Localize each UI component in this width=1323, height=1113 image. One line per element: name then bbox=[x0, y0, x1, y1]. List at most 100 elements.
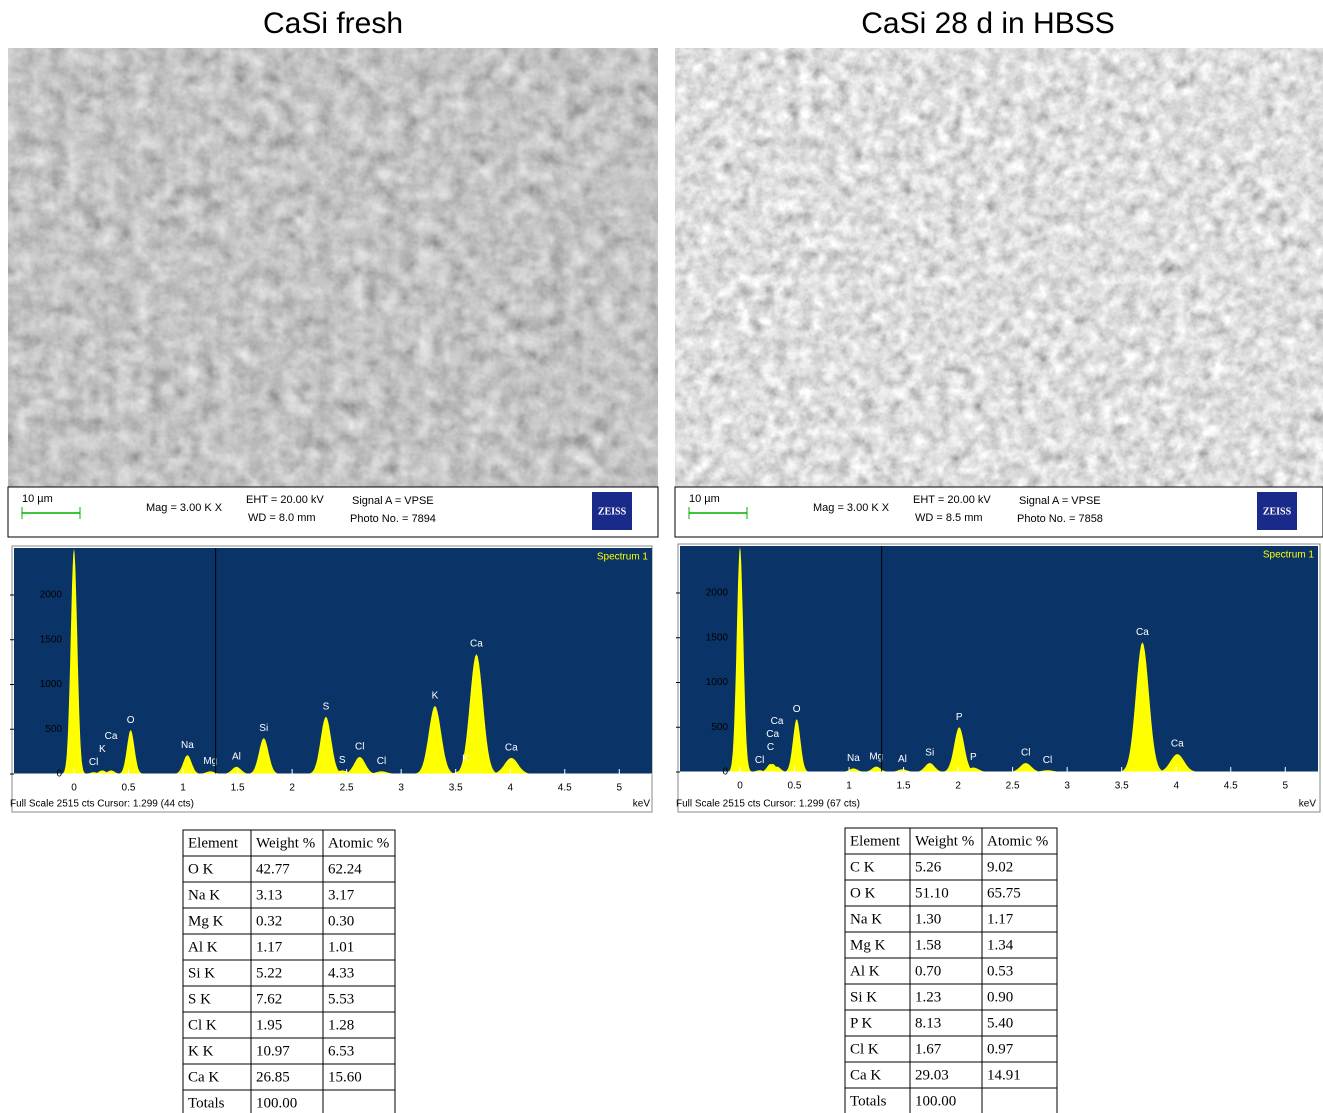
table-text: 14.91 bbox=[987, 1067, 1021, 1083]
table-text: 1.30 bbox=[915, 911, 941, 927]
table-text: 62.24 bbox=[328, 861, 362, 877]
peak-label: K bbox=[99, 744, 106, 755]
peak-label: Ca bbox=[105, 731, 118, 742]
table-text: Ca K bbox=[850, 1067, 881, 1083]
table-text: Al K bbox=[850, 963, 880, 979]
table-text: Na K bbox=[188, 887, 220, 903]
table-text: 1.58 bbox=[915, 937, 941, 953]
peak-label: Ca bbox=[766, 729, 779, 740]
x-tick-label: 3.5 bbox=[1115, 781, 1129, 792]
peak-label: S bbox=[323, 701, 330, 712]
table-text: S K bbox=[188, 991, 211, 1007]
x-tick-label: 4.5 bbox=[558, 783, 572, 794]
peak-label: Ca bbox=[470, 639, 483, 650]
peak-label: O bbox=[127, 715, 135, 726]
sem-image bbox=[8, 48, 658, 487]
table-text: Si K bbox=[850, 989, 877, 1005]
table-text: Weight % bbox=[256, 835, 315, 851]
table-text: Element bbox=[850, 833, 901, 849]
table-text: 8.13 bbox=[915, 1015, 941, 1031]
peak-label: Ca bbox=[771, 716, 784, 727]
table-text: 7.62 bbox=[256, 991, 282, 1007]
sem-signal: Signal A = VPSE bbox=[352, 495, 434, 507]
y-tick-label: 1000 bbox=[40, 679, 63, 690]
y-tick-label: 0 bbox=[56, 769, 62, 780]
table-text: 65.75 bbox=[987, 885, 1021, 901]
sem-image bbox=[675, 48, 1323, 487]
spectrum-title: Spectrum 1 bbox=[1263, 550, 1315, 561]
table-text: 0.70 bbox=[915, 963, 941, 979]
scale-label: 10 µm bbox=[689, 493, 720, 505]
x-tick-label: 5 bbox=[1283, 781, 1289, 792]
table-cell bbox=[982, 1088, 1057, 1113]
table-text: 4.33 bbox=[328, 965, 354, 981]
table-text: 15.60 bbox=[328, 1069, 362, 1085]
table-text: 1.01 bbox=[328, 939, 354, 955]
peak-label: Na bbox=[181, 740, 194, 751]
y-tick-label: 1500 bbox=[706, 632, 729, 643]
table-text: Na K bbox=[850, 911, 882, 927]
x-tick-label: 0 bbox=[737, 781, 743, 792]
x-tick-label: 4 bbox=[507, 783, 513, 794]
table-text: 0.32 bbox=[256, 913, 282, 929]
peak-label: P bbox=[970, 752, 977, 763]
table-text: 51.10 bbox=[915, 885, 949, 901]
panel-title: CaSi fresh bbox=[263, 7, 403, 40]
table-text: C K bbox=[850, 859, 875, 875]
x-axis-label: keV bbox=[1299, 799, 1317, 810]
table-text: 5.22 bbox=[256, 965, 282, 981]
table-text: 100.00 bbox=[915, 1093, 956, 1109]
peak-label: O bbox=[793, 704, 801, 715]
sem-wd: WD = 8.0 mm bbox=[248, 512, 316, 524]
x-tick-label: 4 bbox=[1173, 781, 1179, 792]
x-tick-label: 1.5 bbox=[897, 781, 911, 792]
peak-label: Ca bbox=[1136, 627, 1149, 638]
table-text: 6.53 bbox=[328, 1043, 354, 1059]
table-text: 100.00 bbox=[256, 1095, 297, 1111]
peak-label: Si bbox=[925, 748, 934, 759]
peak-label: Cl bbox=[1021, 748, 1030, 759]
table-text: 5.26 bbox=[915, 859, 942, 875]
table-text: P K bbox=[850, 1015, 873, 1031]
y-tick-label: 500 bbox=[45, 724, 62, 735]
table-text: Cl K bbox=[188, 1017, 217, 1033]
table-text: 1.28 bbox=[328, 1017, 354, 1033]
scale-label: 10 µm bbox=[22, 493, 53, 505]
peak-label: Cl bbox=[377, 756, 386, 767]
peak-label: P bbox=[956, 712, 963, 723]
peak-label: Cl bbox=[355, 742, 364, 753]
x-tick-label: 2 bbox=[289, 783, 295, 794]
x-tick-label: 1 bbox=[846, 781, 852, 792]
peak-label: Cl bbox=[89, 757, 98, 768]
table-text: 9.02 bbox=[987, 859, 1013, 875]
table-text: 0.30 bbox=[328, 913, 354, 929]
table-text: 3.13 bbox=[256, 887, 282, 903]
table-text: Ca K bbox=[188, 1069, 219, 1085]
spectrum-footer: Full Scale 2515 cts Cursor: 1.299 (67 ct… bbox=[676, 799, 860, 810]
table-text: 0.90 bbox=[987, 989, 1013, 1005]
peak-label: Ca bbox=[505, 743, 518, 754]
table-text: Mg K bbox=[188, 913, 224, 929]
x-tick-label: 3 bbox=[398, 783, 404, 794]
table-text: Atomic % bbox=[328, 835, 389, 851]
peak-label: K bbox=[432, 691, 439, 702]
table-text: 26.85 bbox=[256, 1069, 290, 1085]
table-text: 1.23 bbox=[915, 989, 941, 1005]
table-text: 0.97 bbox=[987, 1041, 1014, 1057]
table-text: 1.34 bbox=[987, 937, 1014, 953]
peak-label: K bbox=[462, 753, 469, 764]
sem-photo: Photo No. = 7858 bbox=[1017, 513, 1103, 525]
table-text: Totals bbox=[850, 1093, 887, 1109]
table-cell bbox=[323, 1090, 395, 1113]
sem-mag: Mag = 3.00 K X bbox=[146, 502, 223, 514]
y-tick-label: 1500 bbox=[40, 634, 63, 645]
x-tick-label: 0.5 bbox=[788, 781, 802, 792]
table-text: 10.97 bbox=[256, 1043, 290, 1059]
table-text: 0.53 bbox=[987, 963, 1013, 979]
peak-label: Si bbox=[259, 723, 268, 734]
peak-label: C bbox=[767, 742, 774, 753]
sem-eht: EHT = 20.00 kV bbox=[246, 494, 324, 506]
info-bar bbox=[8, 487, 658, 537]
table-text: Cl K bbox=[850, 1041, 879, 1057]
peak-label: Na bbox=[847, 753, 860, 764]
